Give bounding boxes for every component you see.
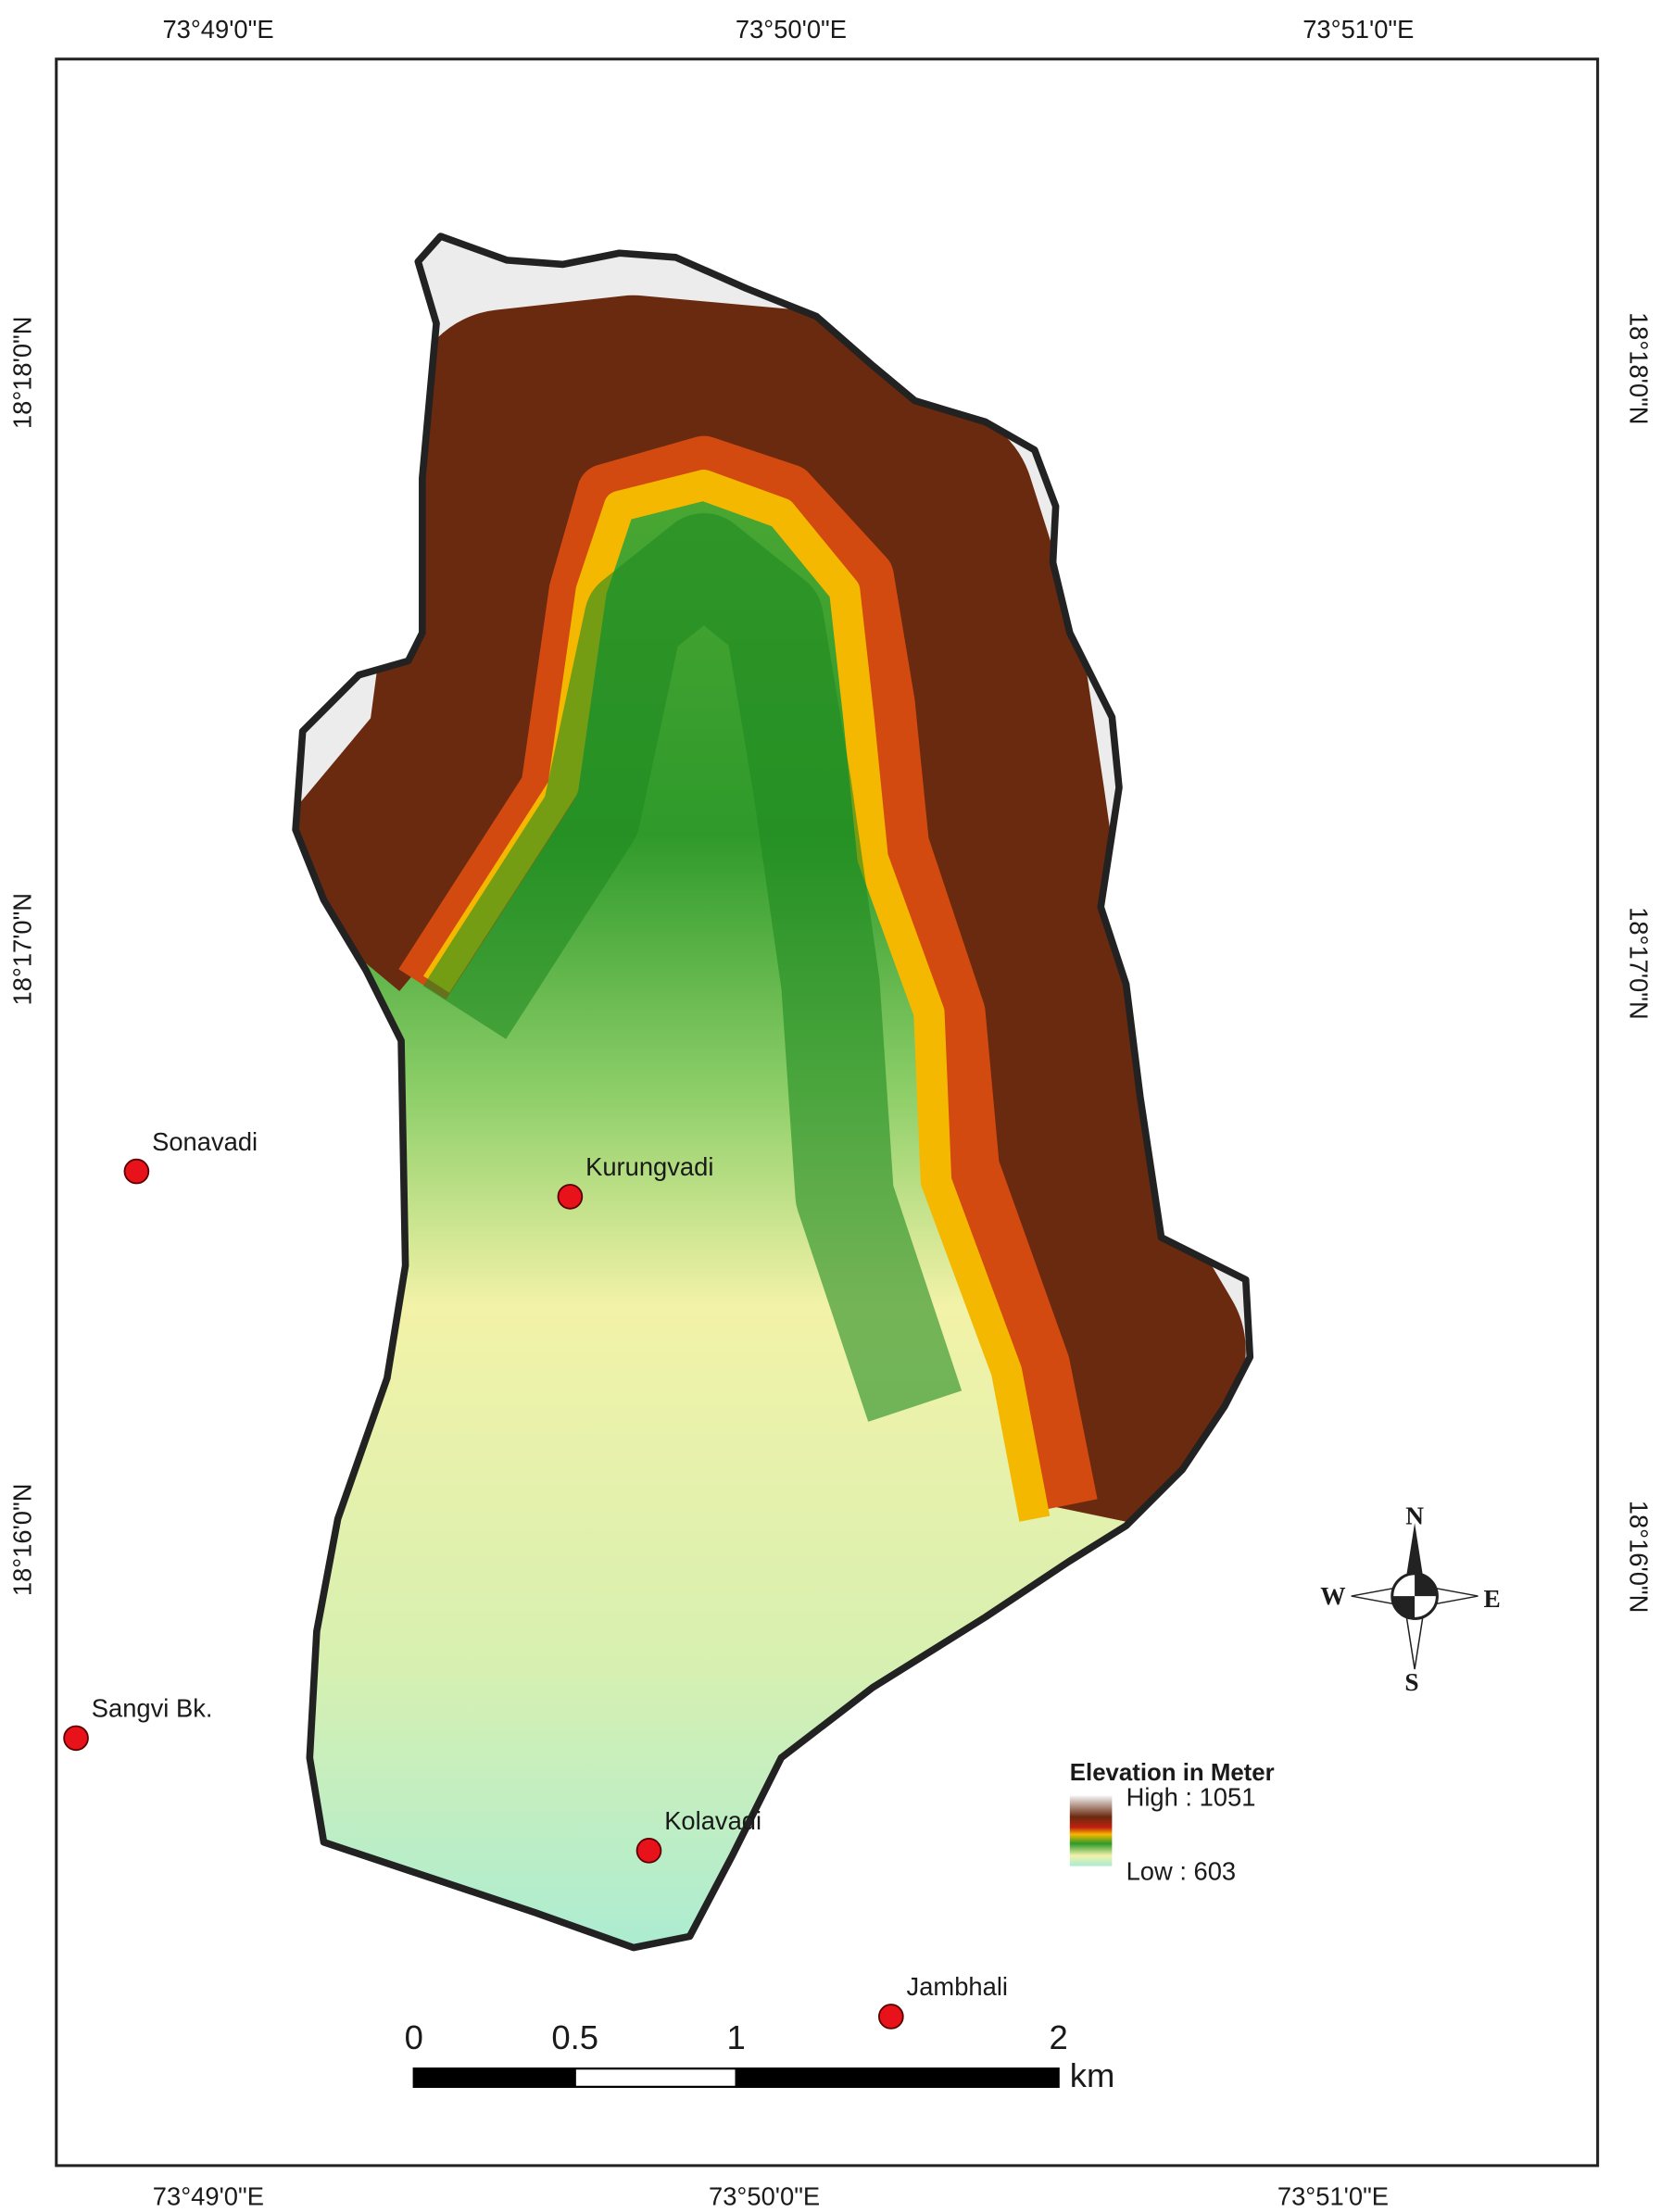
scale-segment <box>573 2067 737 2089</box>
place-label: Kurungvadi <box>585 1152 713 1181</box>
scale-label: 0.5 <box>551 2018 598 2056</box>
coordinate-label: 18°18'0"N <box>1625 312 1654 425</box>
scale-label: 0 <box>405 2018 423 2056</box>
place-label: Kolavadi <box>664 1806 761 1835</box>
coordinate-label: 18°16'0"N <box>7 1484 36 1597</box>
place-marker <box>123 1158 150 1185</box>
compass-letter: E <box>1484 1585 1501 1613</box>
legend-ramp <box>1069 1795 1113 1866</box>
legend-title: Elevation in Meter <box>1070 1760 1275 1786</box>
compass-letter: N <box>1405 1502 1424 1530</box>
compass-rose <box>1351 1523 1479 1670</box>
coordinate-label: 18°16'0"N <box>1625 1501 1654 1614</box>
scale-segment <box>412 2067 576 2089</box>
place-marker <box>63 1725 89 1752</box>
coordinate-label: 73°49'0"E <box>153 2181 264 2210</box>
place-label: Sangvi Bk. <box>92 1694 213 1723</box>
place-label: Jambhali <box>907 1972 1008 2001</box>
coordinate-label: 18°17'0"N <box>1625 907 1654 1020</box>
coordinate-label: 18°18'0"N <box>7 317 36 430</box>
scale-label: 1 <box>727 2018 746 2056</box>
coordinate-label: 73°50'0"E <box>736 15 847 44</box>
coordinate-label: 73°51'0"E <box>1302 15 1414 44</box>
compass-letter: W <box>1320 1582 1345 1610</box>
coordinate-label: 73°49'0"E <box>162 15 273 44</box>
scale-label: 2 <box>1050 2018 1068 2056</box>
coordinate-label: 73°51'0"E <box>1277 2181 1389 2210</box>
legend-low: Low : 603 <box>1126 1857 1237 1886</box>
place-marker <box>635 1838 662 1864</box>
compass-letter: S <box>1404 1668 1418 1696</box>
scale-segment <box>735 2067 1060 2089</box>
legend-high: High : 1051 <box>1126 1782 1256 1811</box>
coordinate-label: 73°50'0"E <box>709 2181 820 2210</box>
scale-unit: km <box>1070 2056 1115 2094</box>
place-marker <box>878 2004 904 2030</box>
place-marker <box>557 1184 584 1210</box>
place-label: Sonavadi <box>152 1127 258 1156</box>
coordinate-label: 18°17'0"N <box>7 893 36 1006</box>
